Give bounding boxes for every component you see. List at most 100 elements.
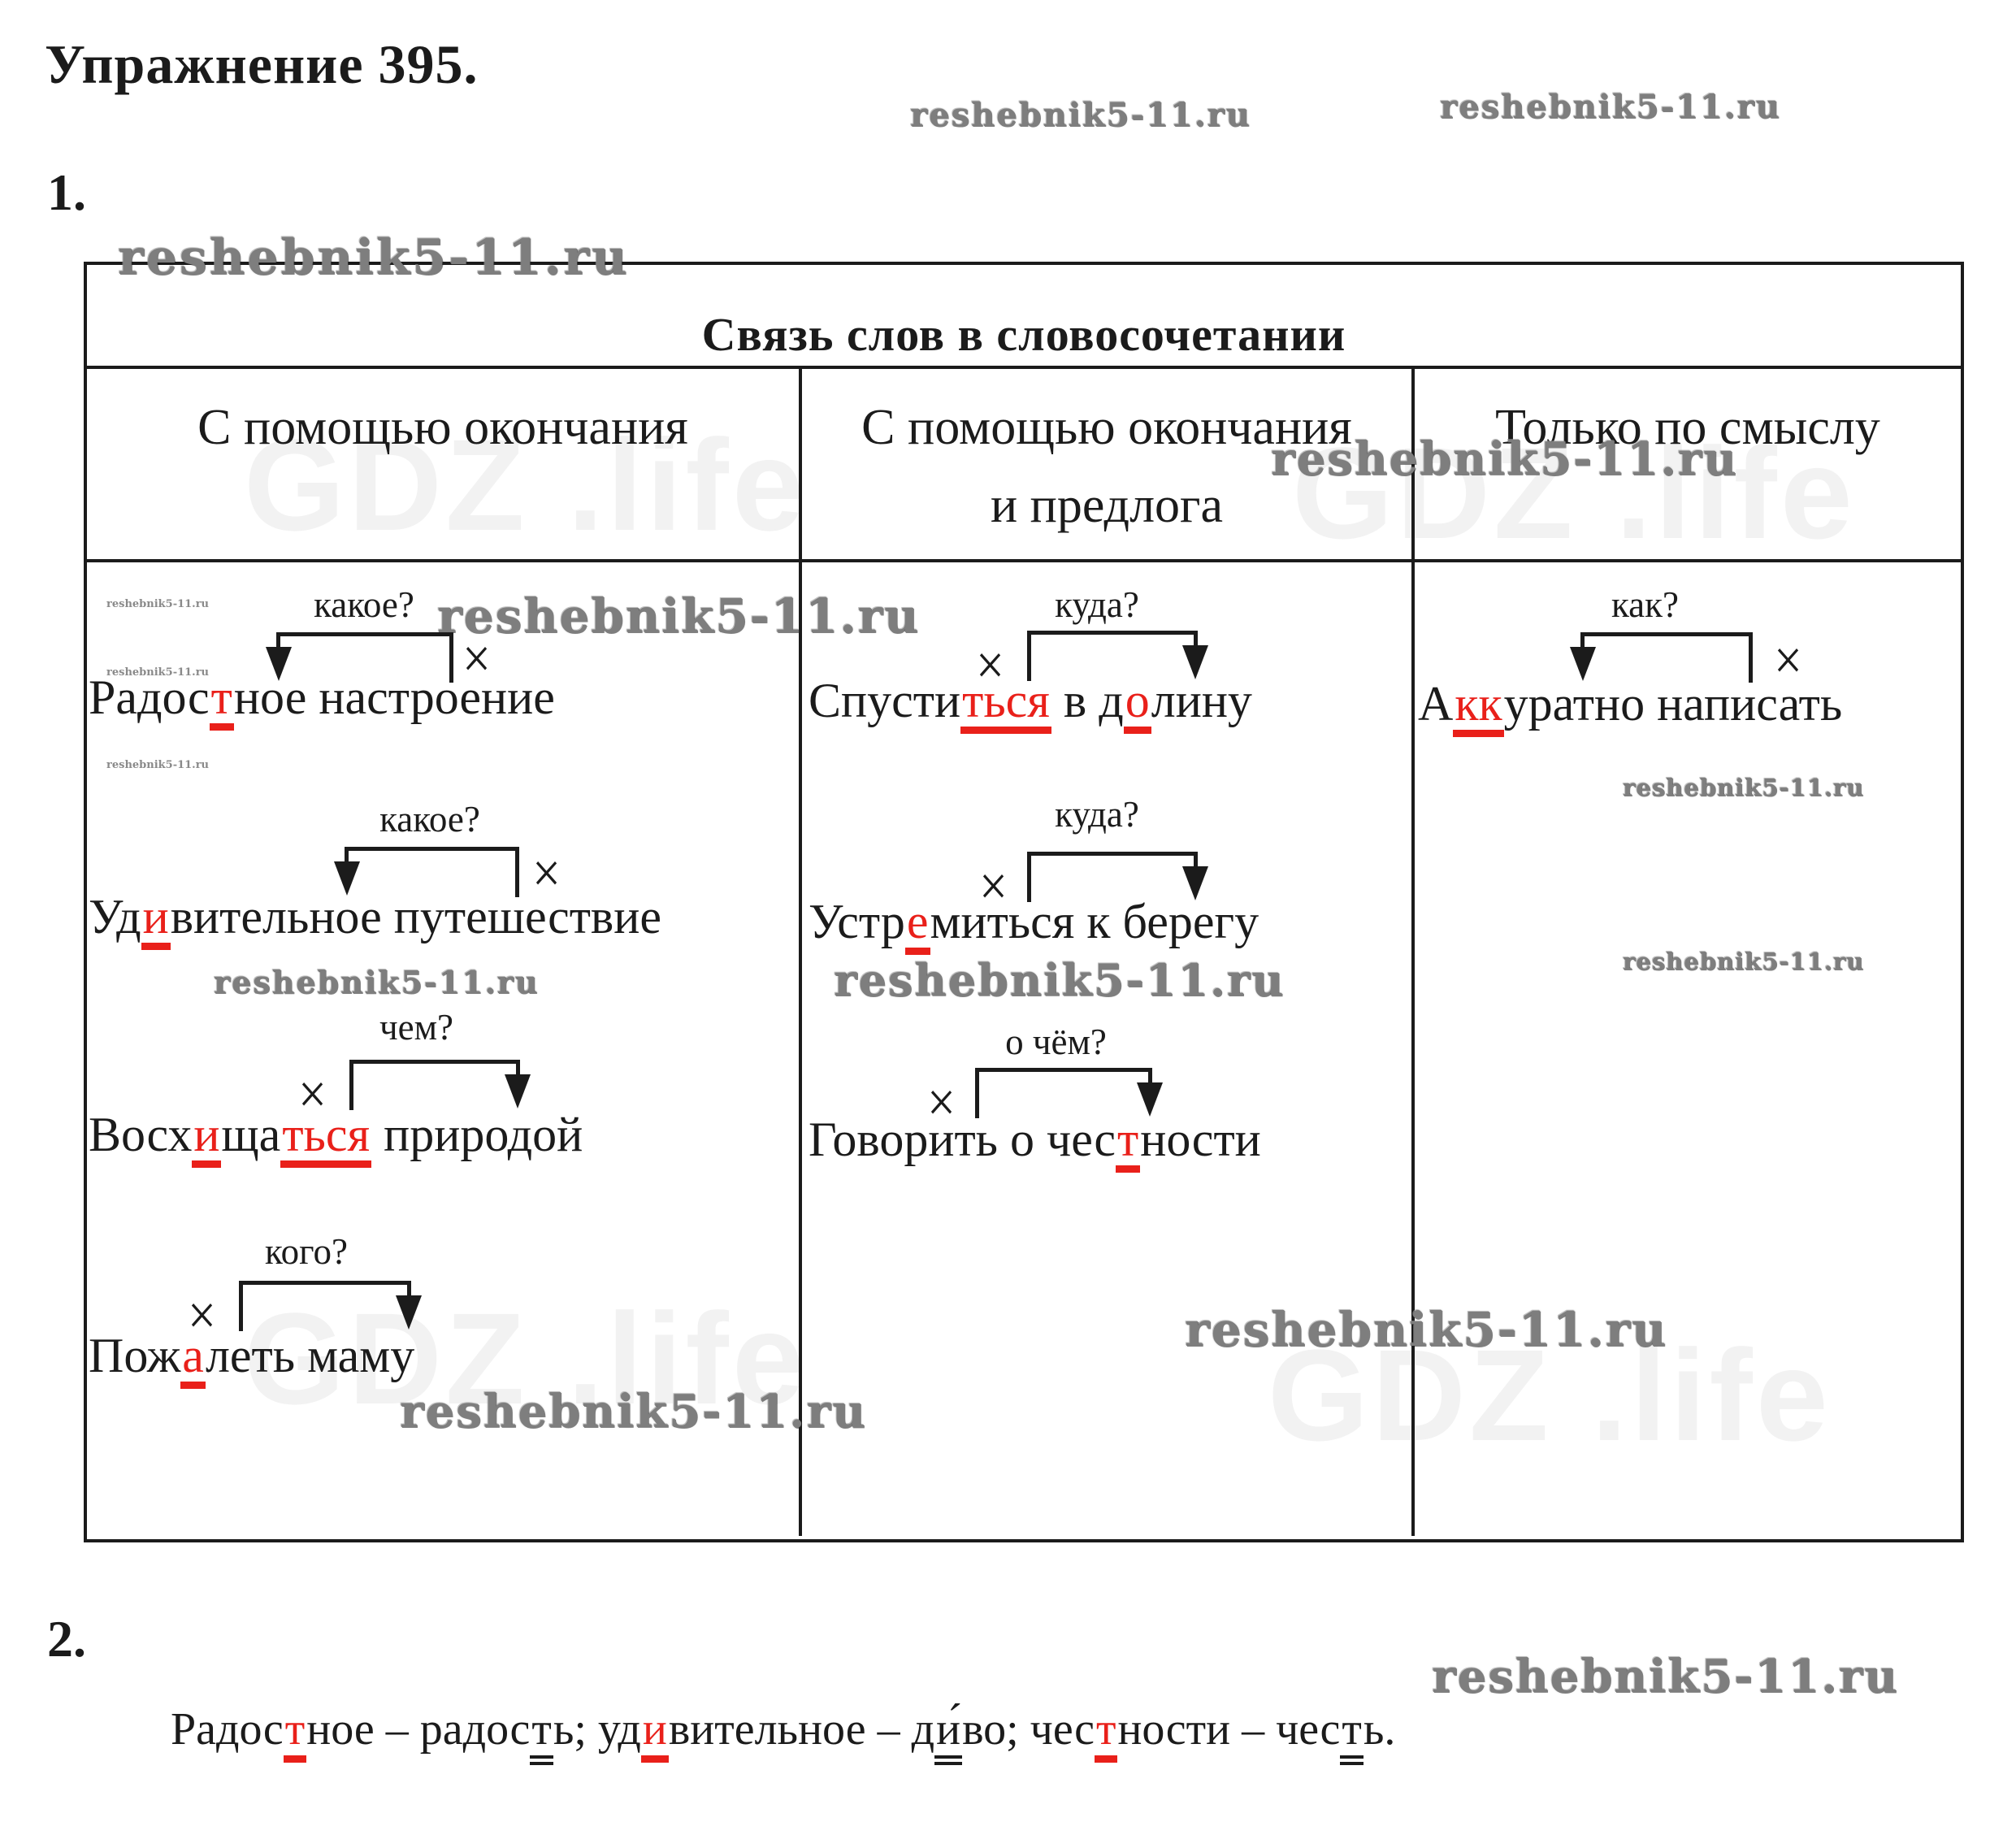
arrow-part bbox=[349, 1063, 353, 1110]
text-run: Спусти bbox=[809, 674, 961, 727]
dependency-arrow bbox=[334, 847, 519, 897]
orthogram-letter: ться bbox=[960, 675, 1051, 734]
text-run: ь; уд bbox=[553, 1704, 641, 1755]
table-title: Связь слов в словосочетании bbox=[87, 265, 1961, 369]
background-watermark: GDZ .life bbox=[244, 412, 808, 557]
watermark: reshebnik5-11.ru bbox=[106, 666, 210, 679]
question-word: как? bbox=[1611, 584, 1679, 625]
orthogram-letter: и bbox=[192, 1108, 222, 1168]
question-word: куда? bbox=[1055, 584, 1139, 625]
phrase: Аккуратно написать bbox=[1418, 678, 1842, 737]
text-run: А bbox=[1418, 677, 1454, 731]
text-run: Пож bbox=[89, 1329, 181, 1382]
orthogram-letter: и bbox=[640, 1703, 669, 1763]
arrow-part bbox=[1580, 632, 1753, 636]
watermark: reshebnik5-11.ru bbox=[214, 964, 540, 1000]
phrase: Радостное настроение bbox=[89, 671, 555, 731]
arrow-part bbox=[1749, 636, 1753, 683]
body-cell-ending: reshebnik5-11.ru reshebnik5-11.ru resheb… bbox=[87, 562, 802, 1536]
orthogram-letter: т bbox=[1340, 1703, 1364, 1765]
text-run: ь. bbox=[1363, 1704, 1396, 1755]
orthogram-letter: т bbox=[209, 671, 234, 731]
question-word: о чём? bbox=[1005, 1022, 1107, 1062]
phrase: Спуститься в долину bbox=[809, 675, 1252, 734]
arrow-part bbox=[349, 1060, 520, 1064]
text-run: Устр bbox=[809, 895, 905, 948]
text-run: Радос bbox=[171, 1704, 284, 1755]
orthogram-letter: т bbox=[1115, 1113, 1141, 1173]
head-word-marker: × bbox=[1774, 629, 1802, 692]
background-watermark: GDZ .life bbox=[1268, 1322, 1832, 1468]
arrow-part bbox=[515, 850, 519, 897]
orthogram-letter: т bbox=[530, 1703, 553, 1765]
head-word-marker: × bbox=[462, 627, 491, 691]
orthogram-letter: и́ bbox=[934, 1703, 963, 1765]
question-word: какое? bbox=[379, 799, 480, 839]
exercise-title: Упражнение 395. bbox=[45, 33, 479, 95]
arrow-head-icon bbox=[396, 1295, 422, 1330]
text-run: природой bbox=[371, 1108, 583, 1161]
text-run: лину bbox=[1151, 674, 1252, 727]
watermark: reshebnik5-11.ru bbox=[1271, 432, 1738, 486]
head-word-marker: × bbox=[927, 1071, 956, 1134]
orthogram-letter: и bbox=[141, 891, 171, 950]
text-run: Говорить о чес bbox=[809, 1113, 1116, 1166]
dependency-arrow bbox=[1027, 631, 1208, 681]
phrase: Говорить о честности bbox=[809, 1113, 1261, 1173]
arrow-head-icon bbox=[1182, 645, 1208, 679]
header-cell-ending-preposition: С помощью окончания и предлога bbox=[802, 369, 1415, 559]
text-run: Уд bbox=[89, 890, 141, 944]
arrow-part bbox=[975, 1068, 1152, 1072]
arrow-head-icon bbox=[1182, 866, 1208, 900]
body-cell-ending-preposition: куда? × Спуститься в долину куда? × Устр… bbox=[802, 562, 1415, 1536]
text-run: ща bbox=[221, 1108, 281, 1161]
background-watermark: GDZ .life bbox=[1292, 420, 1856, 566]
text-run: Радос bbox=[89, 670, 210, 724]
orthogram-letter: т bbox=[283, 1703, 307, 1763]
arrow-part bbox=[239, 1281, 411, 1285]
arrow-part bbox=[407, 1284, 411, 1297]
orthogram-letter: т bbox=[1094, 1703, 1118, 1763]
text-run: леть маму bbox=[205, 1329, 415, 1382]
head-word-marker: × bbox=[979, 855, 1008, 918]
phrase: Устремиться к берегу bbox=[809, 896, 1259, 955]
header-text: С помощью окончания bbox=[861, 400, 1352, 455]
phrase: Удивительное путешествие bbox=[89, 891, 661, 950]
text-run: ности – чес bbox=[1117, 1704, 1341, 1755]
answer-line: Радостное – радость; удивительное – ди́в… bbox=[171, 1703, 1395, 1765]
text-run: вительное путешествие bbox=[170, 890, 661, 944]
arrow-head-icon bbox=[334, 861, 360, 896]
table-word-connection: Связь слов в словосочетании С помощью ок… bbox=[84, 262, 1964, 1542]
dependency-arrow bbox=[975, 1068, 1163, 1118]
body-cell-meaning-only: как? × Аккуратно написать reshebnik5-11.… bbox=[1415, 562, 1961, 1536]
arrow-head-icon bbox=[266, 647, 292, 681]
background-watermark: GDZ .life bbox=[244, 1286, 808, 1431]
arrow-part bbox=[276, 632, 453, 636]
dependency-arrow bbox=[349, 1060, 531, 1110]
watermark: reshebnik5-11.ru bbox=[1432, 1650, 1899, 1703]
text-run: уратно написать bbox=[1503, 677, 1843, 731]
arrow-part bbox=[1027, 634, 1031, 681]
arrow-head-icon bbox=[1570, 647, 1596, 681]
head-word-marker: × bbox=[532, 842, 561, 905]
arrow-part bbox=[1027, 631, 1198, 635]
table-header-row: С помощью окончания С помощью окончания … bbox=[87, 369, 1961, 562]
header-text: Только по смыслу bbox=[1495, 400, 1880, 455]
part-2-label: 2. bbox=[47, 1610, 86, 1668]
part-1-label: 1. bbox=[47, 163, 86, 221]
phrase: Восхищаться природой bbox=[89, 1108, 583, 1168]
watermark: reshebnik5-11.ru bbox=[1623, 948, 1865, 975]
dependency-arrow bbox=[266, 632, 453, 683]
watermark: reshebnik5-11.ru bbox=[437, 588, 921, 644]
table-body-row: reshebnik5-11.ru reshebnik5-11.ru resheb… bbox=[87, 562, 1961, 1536]
header-cell-meaning-only: Только по смыслу bbox=[1415, 369, 1961, 559]
text-run: ное настроение bbox=[233, 670, 555, 724]
text-run: ности bbox=[1140, 1113, 1261, 1166]
text-run: ное – радос bbox=[306, 1704, 531, 1755]
text-run: миться к берегу bbox=[930, 895, 1259, 948]
watermark: reshebnik5-11.ru bbox=[910, 96, 1251, 134]
arrow-head-icon bbox=[505, 1074, 531, 1108]
arrow-part bbox=[975, 1071, 979, 1118]
arrow-part bbox=[239, 1284, 243, 1331]
